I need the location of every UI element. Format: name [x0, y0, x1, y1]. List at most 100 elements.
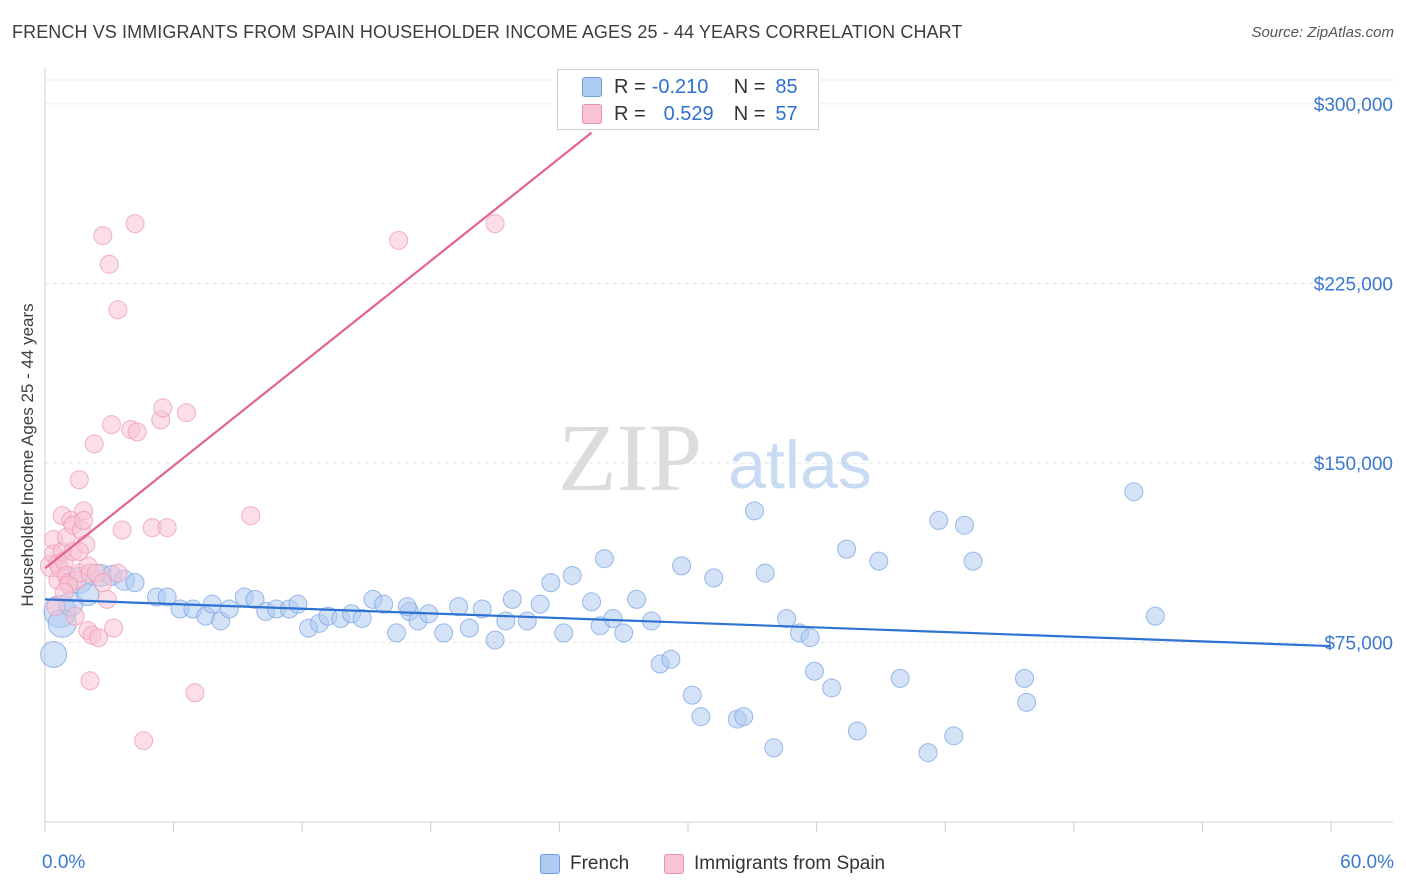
french-point [603, 609, 623, 629]
chart-title: FRENCH VS IMMIGRANTS FROM SPAIN HOUSEHOL… [12, 22, 963, 42]
french-point [944, 726, 964, 746]
french-point [704, 568, 724, 588]
spain-point [99, 254, 119, 274]
spain-point [54, 582, 74, 602]
spain-point [157, 518, 177, 538]
spain-point [176, 403, 196, 423]
french-point [777, 609, 797, 629]
spain-point [65, 606, 85, 626]
chart-source: Source: ZipAtlas.com [1251, 24, 1394, 41]
legend-row-french: R = -0.210 N = 85 [558, 74, 798, 100]
spain-point [125, 214, 145, 234]
y-tick-label: $75,000 [1324, 633, 1393, 654]
spain-point [389, 230, 409, 250]
spain-point [89, 628, 109, 648]
french-point [562, 565, 582, 585]
french-point [352, 609, 372, 629]
french-point [682, 685, 702, 705]
french-swatch [582, 77, 602, 97]
french-point [869, 551, 889, 571]
french-point [502, 589, 522, 609]
bottom-spain-swatch [664, 854, 684, 874]
french-point [755, 563, 775, 583]
french-points [40, 482, 1165, 763]
french-point [691, 707, 711, 727]
french-r-label: R = [614, 75, 646, 98]
spain-point [69, 470, 89, 490]
french-point [517, 611, 537, 631]
legend-row-spain: R = 0.529 N = 57 [558, 101, 798, 127]
french-point [245, 589, 265, 609]
french-point [627, 589, 647, 609]
french-point [125, 573, 145, 593]
french-point [672, 556, 692, 576]
french-point [449, 597, 469, 617]
french-point [288, 594, 308, 614]
spain-point [108, 563, 128, 583]
french-point [804, 661, 824, 681]
spain-n-value: 57 [775, 102, 798, 125]
french-point [40, 640, 68, 668]
bottom-french-swatch [540, 854, 560, 874]
french-point [485, 630, 505, 650]
spain-trend-line [44, 131, 593, 570]
spain-point [84, 434, 104, 454]
french-point [374, 594, 394, 614]
french-point [472, 599, 492, 619]
spain-point [74, 510, 94, 530]
french-point [434, 623, 454, 643]
french-point [764, 738, 784, 758]
french-point [954, 515, 974, 535]
spain-point [112, 520, 132, 540]
french-point [744, 501, 764, 521]
spain-point [69, 542, 89, 562]
french-point [387, 623, 407, 643]
spain-point [134, 731, 154, 751]
spain-points [39, 214, 505, 751]
french-point [397, 597, 417, 617]
bottom-legend-french: French [540, 850, 629, 878]
spain-n-label: N = [733, 102, 766, 125]
french-point [582, 592, 602, 612]
spain-point [104, 618, 124, 638]
spain-swatch [582, 104, 602, 124]
french-point [157, 587, 177, 607]
french-n-value: 85 [775, 75, 798, 98]
french-trend-line [44, 598, 1332, 648]
x-tick-label-max: 60.0% [1340, 852, 1394, 873]
spain-r-value: 0.529 [663, 102, 714, 125]
spain-point [127, 422, 147, 442]
french-point [837, 539, 857, 559]
french-point [929, 510, 949, 530]
french-point [847, 721, 867, 741]
french-point [614, 623, 634, 643]
french-point [1017, 692, 1037, 712]
french-point [918, 743, 938, 763]
french-point [800, 628, 820, 648]
spain-point [46, 597, 66, 617]
french-point [734, 707, 754, 727]
y-tick-labels: $75,000 $150,000 $225,000 $300,000 [1314, 95, 1393, 655]
french-point [459, 618, 479, 638]
french-point [496, 611, 516, 631]
trend-lines [44, 131, 1332, 648]
french-point [541, 573, 561, 593]
spain-point [80, 671, 100, 691]
y-tick-label: $225,000 [1314, 274, 1393, 295]
spain-point [97, 589, 117, 609]
y-tick-label: $150,000 [1314, 454, 1393, 475]
french-point [822, 678, 842, 698]
french-point [219, 599, 239, 619]
x-tick-label-min: 0.0% [42, 852, 86, 873]
axes-layer [44, 68, 1393, 832]
spain-r-label: R = [614, 102, 646, 125]
french-point [1124, 482, 1144, 502]
french-point [963, 551, 983, 571]
french-point [554, 623, 574, 643]
watermark-atlas: atlas [728, 427, 872, 503]
y-tick-label: $300,000 [1314, 95, 1393, 116]
french-point [594, 549, 614, 569]
french-point [1015, 668, 1035, 688]
bottom-spain-label: Immigrants from Spain [694, 853, 886, 874]
